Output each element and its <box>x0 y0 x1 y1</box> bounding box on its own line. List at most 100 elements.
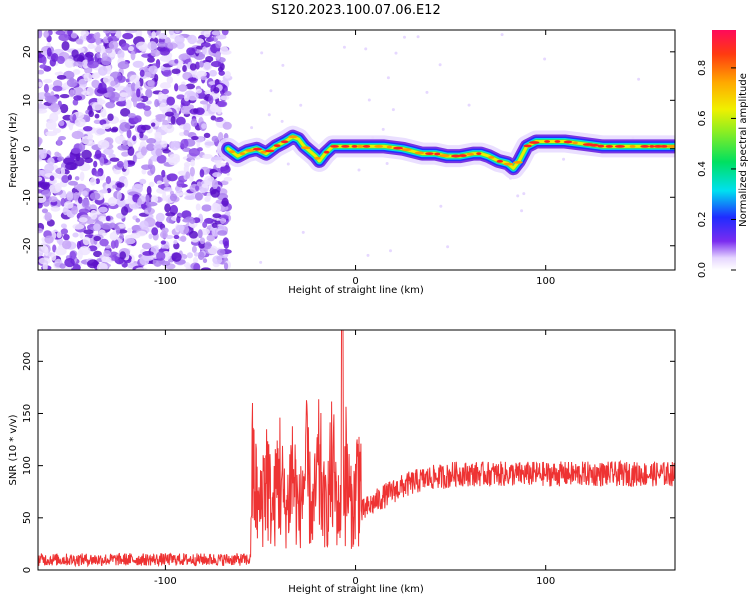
noise-cell <box>93 44 106 53</box>
noise-cell <box>78 78 88 89</box>
snr-y-axis: 0 50 100 150 200 <box>22 352 675 573</box>
noise-cell <box>83 72 93 82</box>
noise-cell <box>38 69 45 75</box>
noise-cell <box>129 74 140 83</box>
noise-cell <box>44 246 49 257</box>
noise-cell <box>209 69 218 77</box>
noise-cell <box>91 102 103 111</box>
noise-cell <box>135 267 148 270</box>
noise-speck <box>522 192 526 196</box>
noise-speck <box>385 161 389 165</box>
noise-cell <box>199 100 209 105</box>
noise-speck <box>637 77 641 81</box>
noise-cell <box>38 227 44 234</box>
noise-cell <box>221 197 229 207</box>
noise-cell <box>216 248 226 256</box>
noise-cell <box>140 124 151 131</box>
noise-cell <box>212 255 223 265</box>
noise-cell <box>64 58 75 68</box>
ridge-peak <box>323 150 330 154</box>
noise-cell <box>116 191 122 201</box>
noise-cell <box>145 194 150 204</box>
ridge-peak <box>393 146 404 150</box>
colorbar-tick-label: 0.0 <box>697 262 708 278</box>
noise-cell <box>115 225 121 235</box>
y-tick-label: 20 <box>22 45 33 58</box>
noise-cell <box>127 113 136 119</box>
noise-cell <box>215 34 227 40</box>
noise-cell <box>38 137 42 147</box>
noise-cell <box>87 259 99 269</box>
noise-cell <box>161 124 167 131</box>
noise-cell <box>59 93 70 99</box>
noise-cell <box>134 184 144 189</box>
noise-cell <box>206 234 216 242</box>
noise-cell <box>136 230 147 237</box>
noise-cell <box>224 70 231 79</box>
noise-cell <box>158 91 164 102</box>
noise-cell <box>201 123 207 129</box>
y-tick-label: 10 <box>22 94 33 107</box>
noise-cell <box>60 228 69 235</box>
noise-cell <box>144 71 153 78</box>
noise-cell <box>183 161 191 168</box>
noise-cell <box>199 60 204 68</box>
ridge-peak <box>605 144 614 148</box>
ridge-peak <box>401 148 412 152</box>
noise-cell <box>170 140 180 151</box>
ridge-peak <box>280 140 289 144</box>
noise-cell <box>136 88 141 98</box>
ridge-peak <box>488 155 495 159</box>
noise-speck <box>226 172 230 176</box>
noise-cell <box>178 84 188 92</box>
noise-cell <box>90 209 98 220</box>
noise-cell <box>117 144 129 151</box>
y-tick-label: 150 <box>22 404 33 423</box>
noise-cell <box>125 30 137 34</box>
noise-cell <box>95 178 100 185</box>
noise-cell <box>60 167 66 176</box>
noise-cell <box>187 34 197 45</box>
noise-cell <box>87 60 99 69</box>
noise-cell <box>212 213 222 219</box>
noise-cell <box>105 47 113 54</box>
spectrogram-frame <box>37 29 676 271</box>
ridge-peak <box>357 144 364 148</box>
ridge-peak <box>629 144 636 148</box>
noise-cell <box>139 69 145 77</box>
noise-cell <box>98 206 108 213</box>
noise-cell <box>185 171 191 179</box>
noise-speck <box>250 126 254 130</box>
noise-cell <box>125 99 132 110</box>
noise-cell <box>159 47 171 56</box>
noise-cell <box>189 166 195 177</box>
noise-cell <box>219 46 229 55</box>
noise-cell <box>194 252 199 257</box>
noise-cell <box>135 102 146 109</box>
noise-cell <box>50 206 61 212</box>
noise-cell <box>122 32 134 40</box>
noise-cell <box>187 77 197 82</box>
noise-cell <box>146 137 157 144</box>
noise-cell <box>72 99 79 106</box>
noise-cell <box>145 201 158 207</box>
noise-cell <box>44 211 52 222</box>
noise-cell <box>173 239 178 245</box>
noise-cell <box>222 121 232 130</box>
noise-cell <box>108 40 119 50</box>
noise-cell <box>71 205 79 215</box>
noise-speck <box>259 260 263 264</box>
noise-cell <box>46 47 52 57</box>
noise-cell <box>178 53 188 61</box>
noise-cell <box>179 224 184 234</box>
noise-cell <box>68 122 74 131</box>
noise-cell <box>164 111 174 117</box>
noise-cell <box>87 43 95 50</box>
noise-cell <box>132 60 144 68</box>
noise-cell <box>170 115 176 125</box>
ridge-peak <box>649 144 655 148</box>
noise-cell <box>38 151 45 160</box>
noise-cell <box>211 222 218 229</box>
noise-cell <box>105 176 112 185</box>
noise-cell <box>218 70 225 76</box>
